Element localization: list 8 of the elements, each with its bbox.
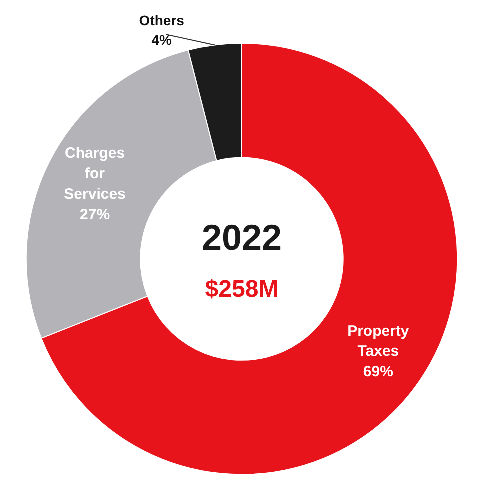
data-label: 69% (363, 364, 394, 381)
data-label: 4% (152, 32, 173, 48)
slice-label: Property Taxes (348, 322, 410, 360)
text: $258M (205, 276, 279, 303)
slice-label: Charges for Services (64, 145, 126, 203)
data-label: 27% (80, 206, 110, 224)
text: 2022 (202, 217, 282, 258)
slice-label: Others (139, 12, 185, 29)
